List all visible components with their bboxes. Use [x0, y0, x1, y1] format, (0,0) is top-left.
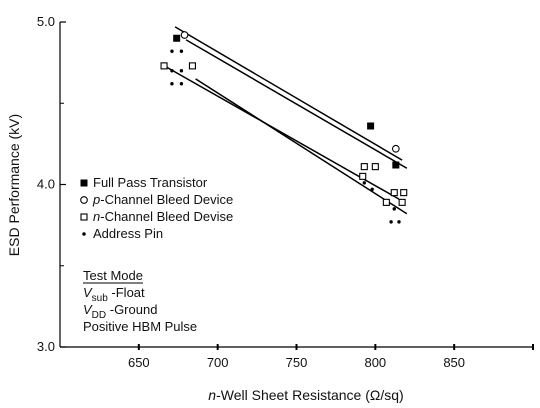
point-s2-6 [398, 198, 406, 206]
point-s3-5 [179, 69, 184, 73]
axes: 3.0 4.0 5.0 650 700 750 800 850 [37, 14, 534, 370]
test-mode-vsub-var: V [83, 285, 93, 300]
test-mode-vdd-text: -Ground [106, 302, 157, 317]
point-s3-7 [370, 187, 374, 192]
fit-line-1 [185, 39, 408, 169]
test-mode-vsub-sub: sub [92, 293, 109, 304]
x-tick-label: 800 [364, 355, 386, 370]
y-tick-label: 5.0 [37, 14, 55, 29]
test-mode-vdd-sub: DD [92, 310, 106, 321]
point-s3-8 [389, 220, 393, 224]
legend-marker-0 [80, 179, 88, 187]
y-tick-label: 4.0 [37, 177, 55, 192]
point-s3-10 [392, 207, 396, 211]
x-tick-label: 650 [128, 355, 150, 370]
legend-marker-1 [80, 196, 88, 204]
point-s3-1 [179, 82, 184, 86]
test-mode-vdd: VDD -Ground [83, 302, 157, 321]
point-s2-4 [359, 172, 367, 180]
point-s3-9 [397, 220, 401, 224]
test-mode-vdd-var: V [83, 302, 93, 317]
y-tick-label: 3.0 [37, 339, 55, 354]
point-s2-1 [188, 62, 196, 70]
fit-line-3 [195, 78, 408, 215]
point-s0-2 [392, 161, 400, 169]
legend-label-text: -Channel Bleed Device [100, 192, 233, 207]
legend-label-text: Full Pass Transistor [93, 175, 208, 190]
point-s3-2 [170, 49, 174, 53]
point-s2-8 [400, 189, 408, 197]
point-s0-1 [367, 122, 375, 130]
fit-lines [166, 26, 408, 215]
point-s3-3 [179, 49, 184, 53]
fit-line-0 [174, 26, 403, 161]
x-axis-title-italic: n [208, 387, 216, 403]
point-s2-3 [371, 163, 379, 171]
legend-label-italic: n [93, 209, 100, 224]
legend: Full Pass Transistor p-Channel Bleed Devi… [80, 175, 233, 241]
legend-label-0: Full Pass Transistor [93, 175, 208, 190]
x-axis-title-text: -Well Sheet Resistance (Ω/sq) [216, 387, 404, 403]
test-mode-pulse: Positive HBM Pulse [83, 319, 197, 334]
data-points [160, 31, 408, 224]
legend-label-text: -Channel Bleed Devise [100, 209, 233, 224]
point-s2-7 [390, 189, 398, 197]
x-tick-label: 850 [443, 355, 465, 370]
point-s3-4 [170, 69, 174, 73]
test-mode-vsub: Vsub -Float [83, 285, 145, 304]
legend-marker-2 [80, 213, 88, 221]
legend-label-1: p-Channel Bleed Device [92, 192, 233, 207]
legend-label-2: n-Channel Bleed Devise [93, 209, 233, 224]
test-mode-title: Test Mode [83, 268, 143, 283]
x-tick-label: 750 [286, 355, 308, 370]
y-axis-title: ESD Performance (kV) [6, 114, 22, 256]
point-s1-1 [391, 144, 400, 153]
x-tick-label: 700 [207, 355, 229, 370]
point-s3-0 [170, 82, 174, 86]
x-axis-title: n-Well Sheet Resistance (Ω/sq) [208, 387, 403, 403]
legend-label-text: Address Pin [93, 226, 163, 241]
point-s0-0 [173, 34, 181, 42]
point-s2-5 [382, 198, 390, 206]
legend-label-italic: p [92, 192, 100, 207]
point-s2-0 [160, 62, 168, 70]
legend-label-3: Address Pin [93, 226, 163, 241]
point-s1-0 [180, 31, 189, 39]
point-s3-6 [362, 181, 366, 185]
test-mode-vsub-text: -Float [108, 285, 145, 300]
point-s2-2 [360, 163, 368, 171]
legend-marker-3 [82, 232, 86, 236]
